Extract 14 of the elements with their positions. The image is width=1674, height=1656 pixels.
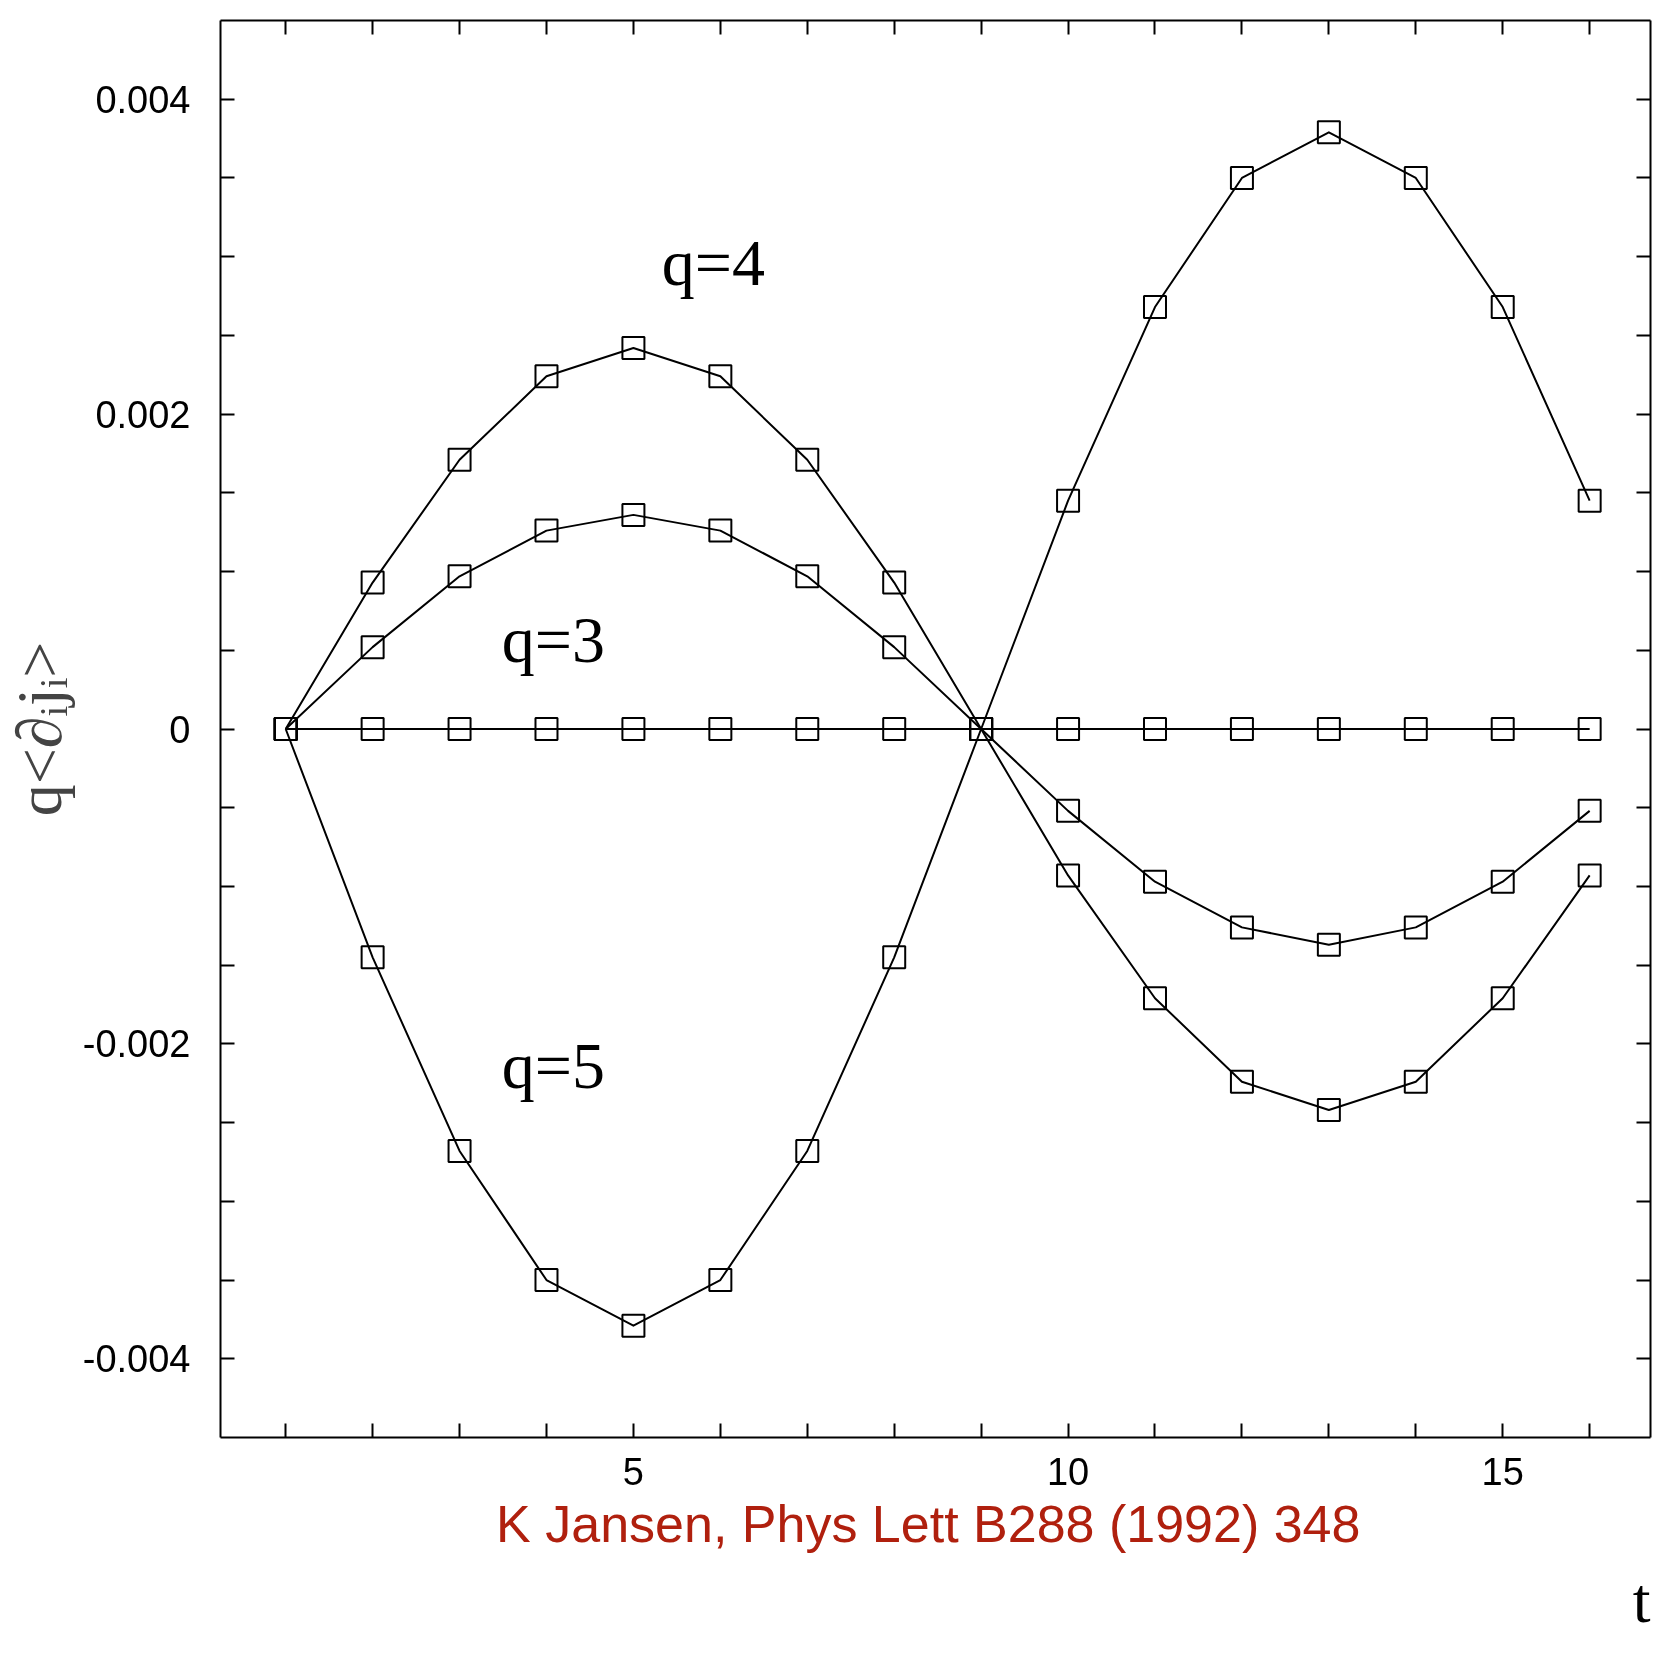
y-tick-label: -0.002 [82, 1023, 191, 1066]
x-tick-label: 5 [622, 1450, 644, 1493]
y-tick-label: 0 [169, 708, 191, 751]
y-tick-label: 0.004 [95, 78, 191, 121]
y-tick-label: -0.004 [82, 1338, 191, 1381]
x-axis-title: t [1632, 1564, 1651, 1636]
y-axis-title: q<∂ᵢjᵢ> [3, 641, 75, 817]
y-tick-label: 0.002 [95, 393, 191, 436]
series-label: q=5 [501, 1029, 606, 1103]
x-tick-label: 10 [1046, 1450, 1090, 1493]
x-tick-label: 15 [1481, 1450, 1524, 1493]
series-label: q=3 [501, 603, 606, 677]
series-label: q=4 [661, 226, 766, 300]
text: K Jansen, Phys Lett B288 (1992) 348 [496, 1494, 1361, 1553]
